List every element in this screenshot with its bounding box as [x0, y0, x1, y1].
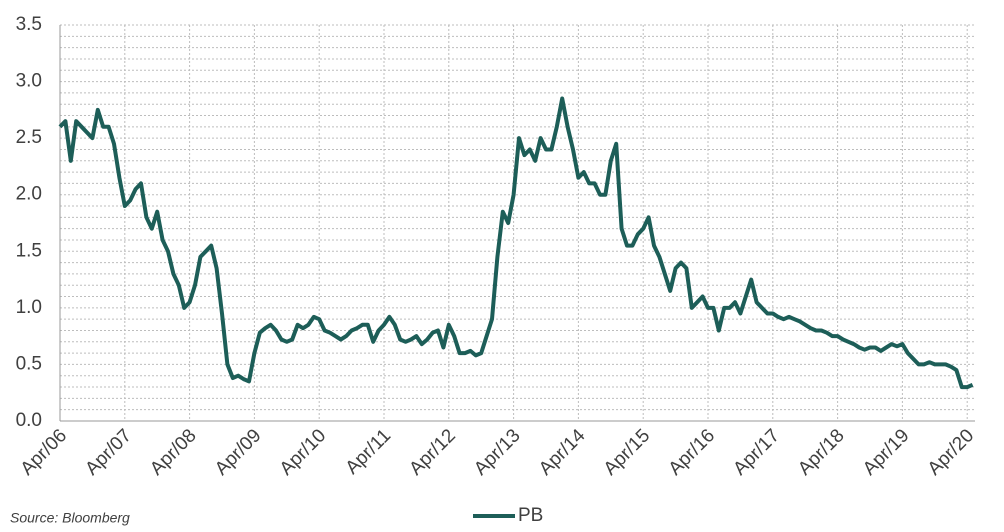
y-tick-label: 1.5	[16, 240, 42, 261]
x-tick-label: Apr/09	[211, 425, 265, 479]
x-tick-label: Apr/07	[81, 425, 135, 479]
y-tick-label: 2.5	[16, 127, 42, 148]
x-tick-label: Apr/18	[794, 425, 848, 479]
x-tick-label: Apr/06	[17, 425, 71, 479]
legend-label: PB	[518, 505, 543, 526]
x-tick-label: Apr/15	[600, 425, 654, 479]
x-tick-label: Apr/11	[342, 425, 395, 478]
x-tick-label: Apr/12	[405, 425, 459, 479]
y-tick-label: 2.0	[16, 184, 42, 205]
y-tick-label: 1.0	[16, 297, 42, 318]
x-tick-label: Apr/19	[859, 425, 913, 479]
y-tick-label: 0.0	[16, 410, 42, 431]
x-tick-label: Apr/20	[924, 425, 978, 479]
x-tick-label: Apr/13	[470, 425, 524, 479]
x-tick-label: Apr/16	[665, 425, 719, 479]
series-line	[58, 96, 974, 390]
y-tick-label: 3.0	[16, 71, 42, 92]
y-tick-label: 3.5	[16, 14, 42, 35]
x-tick-label: Apr/17	[729, 425, 783, 479]
x-tick-label: Apr/10	[276, 425, 330, 479]
y-tick-label: 0.5	[16, 353, 42, 374]
x-tick-label: Apr/08	[146, 425, 200, 479]
source-note: Source: Bloomberg	[10, 510, 130, 526]
x-tick-label: Apr/14	[535, 425, 590, 480]
